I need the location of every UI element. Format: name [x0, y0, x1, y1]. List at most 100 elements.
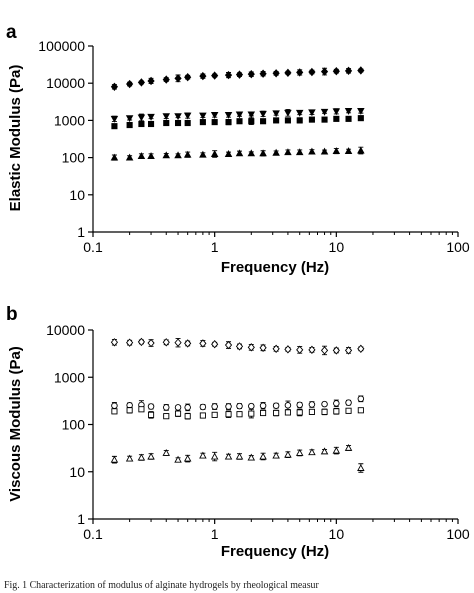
panel-a-series-3-point — [163, 119, 170, 127]
panel-b-series-4-point — [137, 453, 146, 461]
panel-b-series-2-point — [345, 399, 352, 406]
figure-caption: Fig. 1 Characterization of modulus of al… — [4, 579, 319, 591]
panel-b-x-tick-label: 10 — [329, 526, 345, 542]
panel-b-series-2-point — [284, 402, 292, 409]
panel-a-series-1-point — [308, 67, 316, 77]
panel-b-series-4-point — [344, 443, 353, 451]
panel-b-series-4-point — [162, 449, 171, 456]
panel-a-series-2-point — [295, 109, 304, 117]
panel-b-y-tick-label: 100 — [62, 417, 86, 433]
panel-b-series-2-point — [236, 402, 243, 410]
panel-b-series-3-point — [321, 408, 328, 415]
panel-a-series-2-point — [137, 114, 146, 122]
panel-b-series-2-point — [272, 402, 280, 409]
panel-b-y-tick-label: 10 — [69, 464, 85, 480]
panel-b-series-3-point — [357, 407, 364, 414]
panel-b-series-3-point — [284, 409, 291, 416]
panel-a-series-1-point — [211, 71, 219, 80]
panel-b-x-tick-label: 1 — [211, 526, 219, 542]
panel-a-series-3-point — [147, 120, 155, 128]
panel-a-series-2-point — [332, 108, 341, 116]
panel-b-series-4-point — [272, 451, 280, 459]
panel-a-series-3-point — [321, 116, 328, 123]
panel-a-series-1-point — [296, 68, 304, 77]
panel-b-series-4-point — [247, 453, 256, 461]
panel-b-series-1-point — [308, 345, 316, 355]
panel-b-series-1-point — [126, 338, 134, 347]
panel-b-series-4-point — [110, 455, 119, 463]
panel-b-y-tick-label: 1000 — [54, 369, 85, 385]
panel-a-series-4-point — [137, 152, 146, 160]
panel-a-series-3-point — [174, 119, 182, 127]
panel-b-x-tick-label: 0.1 — [83, 526, 103, 542]
panel-a-series-1-point — [147, 76, 155, 86]
panel-a-series-3-point — [138, 120, 145, 128]
panel-b-series-3-point — [260, 409, 267, 417]
panel-b-series-2-point — [174, 404, 182, 411]
panel-b-series-1-point — [174, 338, 182, 347]
panel-b-series-1-point — [332, 346, 340, 355]
panel-a-series-4-point — [284, 148, 292, 156]
panel-a-series-3 — [111, 115, 364, 130]
panel-a-series-3-point — [357, 115, 364, 122]
panel-b-letter: b — [6, 304, 18, 325]
panel-a-series-1-point — [247, 69, 255, 79]
panel-a-series-3-point — [211, 119, 218, 126]
panel-b-series-2-point — [211, 403, 218, 410]
panel-b-series-1-point — [162, 338, 170, 347]
panel-a-series-4-point — [183, 150, 192, 158]
panel-a-y-tick-label: 100 — [62, 150, 86, 166]
panel-a-series-1-point — [137, 78, 146, 87]
panel-a-series-2-point — [174, 113, 182, 121]
panel-b-series-2-point — [199, 403, 207, 411]
panel-a-series-4-point — [147, 152, 155, 160]
panel-b-y-tick-label: 10000 — [46, 322, 85, 338]
panel-a-series-4-point — [162, 151, 171, 159]
panel-a-series-3-point — [248, 118, 255, 125]
panel-b-series-3-point — [333, 408, 340, 415]
panel-b-series-2-point — [308, 401, 316, 408]
panel-a-series-2-point — [162, 113, 171, 121]
panel-b-series-1-point — [147, 338, 155, 348]
panel-a-series-3-point — [260, 118, 267, 125]
panel-a-series-3-point — [273, 117, 280, 124]
panel-b-series-4-point — [224, 452, 233, 460]
panel-b-y-tick-label: 1 — [77, 511, 85, 527]
panel-a-series-2-point — [247, 111, 256, 119]
panel-b-series-4-point — [147, 452, 155, 460]
panel-a-series-1-point — [199, 71, 207, 81]
panel-a-x-tick-label: 0.1 — [83, 239, 103, 255]
panel-b-series-2 — [111, 395, 365, 412]
panel-b-series-3-point — [236, 411, 243, 418]
panel-a-series-1-point — [332, 67, 340, 76]
panel-a-series-4-point — [295, 148, 304, 156]
panel-a-series-3-point — [236, 118, 243, 125]
panel-a-series-3-point — [345, 115, 352, 122]
panel-b-series-3-point — [184, 413, 191, 420]
panel-a-series-2-point — [320, 108, 329, 116]
panel-b-series-1-point — [110, 338, 119, 347]
panel-b-series-4-point — [295, 449, 304, 456]
panel-a-series-3-point — [126, 121, 133, 129]
panel-b-marks — [110, 337, 365, 473]
panel-b-series-4-point — [259, 452, 267, 460]
panel-b-series-1-point — [137, 337, 146, 347]
panel-b-series-2-point — [163, 404, 170, 411]
panel-a-x-tick-label: 1 — [211, 239, 219, 255]
panel-a-series-3-point — [333, 115, 340, 122]
panel-b-series-1-point — [344, 346, 353, 355]
panel-b-series-2-point — [357, 395, 365, 403]
panel-a-series-2-point — [110, 115, 119, 123]
panel-a-series-2-point — [357, 107, 365, 115]
panel-a-series-1-point — [344, 66, 353, 76]
panel-a-series-1-point — [259, 69, 267, 78]
panel-a-series-2 — [110, 107, 365, 123]
panel-b-series-1-point — [284, 345, 292, 354]
panel-a-series-2-point — [272, 110, 280, 118]
panel-a-series-4-point — [308, 147, 316, 155]
panel-b-series-3-point — [111, 408, 118, 415]
panel-b-series-1-point — [211, 340, 219, 349]
panel-a-series-1 — [110, 66, 365, 91]
